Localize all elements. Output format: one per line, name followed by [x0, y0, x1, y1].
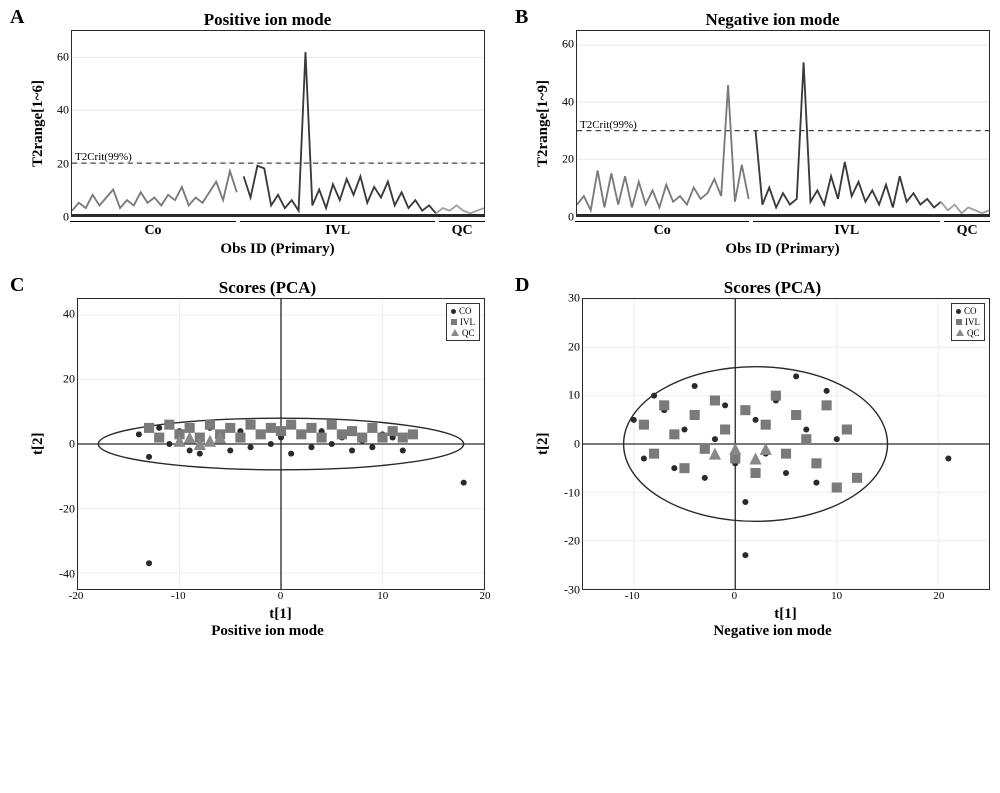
subtitle: Positive ion mode	[50, 623, 485, 640]
panel-title: Negative ion mode	[555, 10, 990, 30]
x-axis-label: t[1]	[76, 606, 485, 623]
panel-letter: A	[10, 6, 24, 29]
y-axis-label: T2range[1~6]	[28, 30, 49, 217]
panel-title: Positive ion mode	[50, 10, 485, 30]
figure-grid: A Positive ion mode T2range[1~6] 0204060…	[10, 10, 990, 640]
scatter-chart: COIVLQC	[582, 298, 990, 590]
panel-title: Scores (PCA)	[555, 278, 990, 298]
crit-label: T2Crit(99%)	[75, 151, 132, 163]
y-axis-label: t[2]	[28, 298, 49, 590]
legend: COIVLQC	[446, 303, 480, 341]
x-axis-label: t[1]	[581, 606, 990, 623]
plot-area: t[2] -30-20-100102030 COIVLQC	[533, 298, 990, 590]
panel-d: D Scores (PCA) t[2] -30-20-100102030 COI…	[515, 278, 990, 640]
x-axis-label: Obs ID (Primary)	[70, 241, 485, 258]
y-axis-label: t[2]	[533, 298, 554, 590]
y-ticks: -40-2002040	[49, 298, 77, 590]
plot-area: T2range[1~6] 0204060 T2Crit(99%)	[28, 30, 485, 217]
scatter-chart: COIVLQC	[77, 298, 485, 590]
panel-letter: B	[515, 6, 528, 29]
panel-letter: C	[10, 274, 24, 297]
y-ticks: 0204060	[49, 30, 71, 217]
plot-area: T2range[1~9] 0204060 T2Crit(99%)	[533, 30, 990, 217]
panel-a: A Positive ion mode T2range[1~6] 0204060…	[10, 10, 485, 258]
group-axis: CoIVLQC	[70, 221, 485, 239]
y-ticks: 0204060	[554, 30, 576, 217]
panel-letter: D	[515, 274, 529, 297]
panel-title: Scores (PCA)	[50, 278, 485, 298]
y-axis-label: T2range[1~9]	[533, 30, 554, 217]
x-axis-label: Obs ID (Primary)	[575, 241, 990, 258]
line-chart: T2Crit(99%)	[71, 30, 485, 217]
crit-label: T2Crit(99%)	[580, 119, 637, 131]
subtitle: Negative ion mode	[555, 623, 990, 640]
x-ticks: -1001020	[581, 590, 990, 604]
x-ticks: -20-1001020	[76, 590, 485, 604]
y-ticks: -30-20-100102030	[554, 298, 582, 590]
line-chart: T2Crit(99%)	[576, 30, 990, 217]
legend: COIVLQC	[951, 303, 985, 341]
group-axis: CoIVLQC	[575, 221, 990, 239]
plot-area: t[2] -40-2002040 COIVLQC	[28, 298, 485, 590]
panel-c: C Scores (PCA) t[2] -40-2002040 COIVLQC …	[10, 278, 485, 640]
panel-b: B Negative ion mode T2range[1~9] 0204060…	[515, 10, 990, 258]
